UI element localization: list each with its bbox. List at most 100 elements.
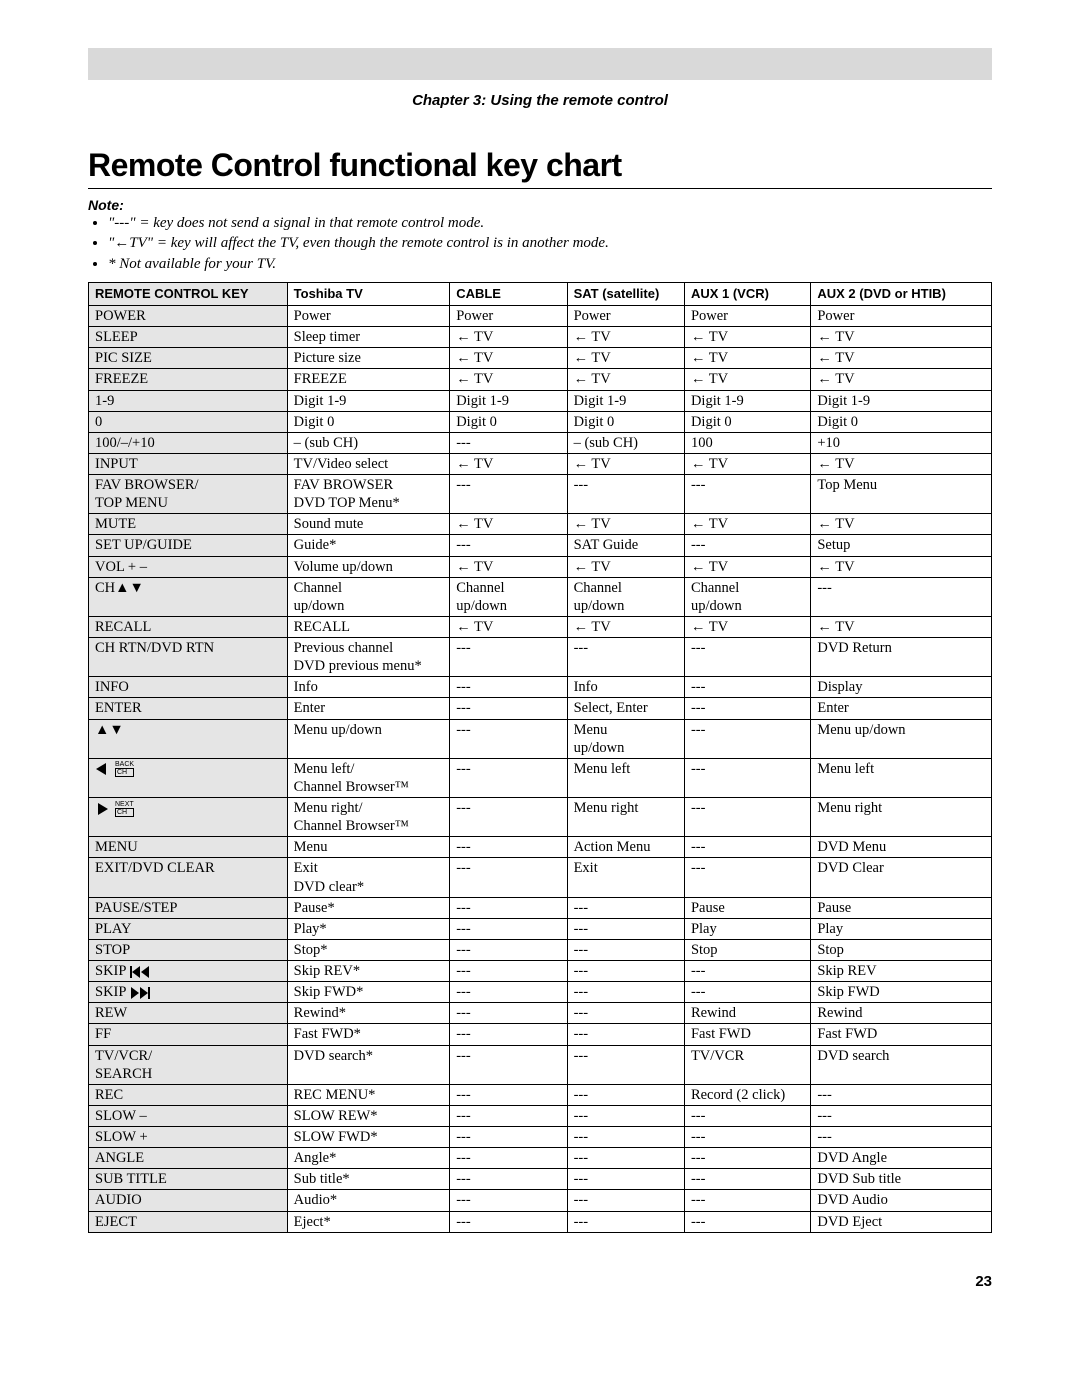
right-next-icon — [95, 802, 109, 816]
table-row: SET UP/GUIDEGuide*---SAT Guide---Setup — [89, 535, 992, 556]
value-cell: Fast FWD* — [287, 1024, 450, 1045]
key-cell: 1-9 — [89, 390, 288, 411]
value-cell: --- — [684, 982, 810, 1003]
value-cell: DVD search — [811, 1045, 992, 1084]
value-cell: ← TV — [567, 369, 684, 390]
value-cell: --- — [567, 1148, 684, 1169]
table-row: STOPStop*------StopStop — [89, 939, 992, 960]
key-cell: MENU — [89, 837, 288, 858]
table-row: PIC SIZEPicture size← TV← TV← TV← TV — [89, 348, 992, 369]
value-cell: ← TV — [811, 327, 992, 348]
value-cell: --- — [684, 758, 810, 797]
value-cell: Power — [567, 306, 684, 327]
value-cell: ← TV — [567, 514, 684, 535]
value-cell: Display — [811, 677, 992, 698]
value-cell: ← TV — [684, 348, 810, 369]
value-cell: --- — [684, 475, 810, 514]
value-cell: Rewind* — [287, 1003, 450, 1024]
value-cell: --- — [684, 961, 810, 982]
value-cell: --- — [450, 1148, 567, 1169]
value-cell: DVD Menu — [811, 837, 992, 858]
value-cell: ← TV — [684, 369, 810, 390]
value-cell: ← TV — [450, 556, 567, 577]
value-cell: --- — [450, 432, 567, 453]
value-cell: TV/VCR — [684, 1045, 810, 1084]
value-cell: Enter — [287, 698, 450, 719]
value-cell: Play* — [287, 918, 450, 939]
table-row: SKIP Skip REV*---------Skip REV — [89, 961, 992, 982]
value-cell: Digit 1-9 — [287, 390, 450, 411]
value-cell: --- — [567, 1211, 684, 1232]
key-cell: ENTER — [89, 698, 288, 719]
value-cell: Channelup/down — [287, 577, 450, 616]
value-cell: +10 — [811, 432, 992, 453]
value-cell: ← TV — [567, 327, 684, 348]
value-cell: --- — [567, 1045, 684, 1084]
value-cell: Menu left/Channel Browser™ — [287, 758, 450, 797]
table-row: SLOW +SLOW FWD*------------ — [89, 1127, 992, 1148]
table-row: ANGLEAngle*---------DVD Angle — [89, 1148, 992, 1169]
value-cell: Menu left — [567, 758, 684, 797]
value-cell: --- — [567, 961, 684, 982]
value-cell: ← TV — [567, 348, 684, 369]
table-body: POWERPowerPowerPowerPowerPowerSLEEPSleep… — [89, 306, 992, 1233]
value-cell: --- — [567, 939, 684, 960]
table-row: ENTEREnter---Select, Enter---Enter — [89, 698, 992, 719]
value-cell: Record (2 click) — [684, 1084, 810, 1105]
table-header-cell: CABLE — [450, 282, 567, 305]
value-cell: ← TV — [567, 616, 684, 637]
value-cell: --- — [450, 475, 567, 514]
page-number: 23 — [88, 1273, 992, 1290]
table-row: 100/–/+10– (sub CH)---– (sub CH)100+10 — [89, 432, 992, 453]
value-cell: Setup — [811, 535, 992, 556]
value-cell: ← TV — [684, 327, 810, 348]
value-cell: --- — [450, 1211, 567, 1232]
value-cell: Digit 0 — [811, 411, 992, 432]
value-cell: Menu right — [567, 798, 684, 837]
value-cell: Menu right — [811, 798, 992, 837]
key-cell: ANGLE — [89, 1148, 288, 1169]
value-cell: Stop* — [287, 939, 450, 960]
value-cell: DVD Return — [811, 638, 992, 677]
value-cell: --- — [450, 719, 567, 758]
value-cell: Info — [287, 677, 450, 698]
value-cell: --- — [567, 1105, 684, 1126]
left-back-icon — [95, 762, 109, 776]
key-cell: EJECT — [89, 1211, 288, 1232]
value-cell: REC MENU* — [287, 1084, 450, 1105]
table-row: FFFast FWD*------Fast FWDFast FWD — [89, 1024, 992, 1045]
value-cell: --- — [684, 1169, 810, 1190]
value-cell: Play — [811, 918, 992, 939]
key-cell: SKIP — [89, 982, 288, 1003]
value-cell: Menu up/down — [811, 719, 992, 758]
value-cell: TV/Video select — [287, 453, 450, 474]
value-cell: --- — [450, 1127, 567, 1148]
value-cell: Audio* — [287, 1190, 450, 1211]
value-cell: --- — [684, 837, 810, 858]
key-cell: SLOW – — [89, 1105, 288, 1126]
key-cell: 100/–/+10 — [89, 432, 288, 453]
value-cell: Channelup/down — [450, 577, 567, 616]
key-cell: FF — [89, 1024, 288, 1045]
value-cell: Fast FWD — [684, 1024, 810, 1045]
table-row: SLEEPSleep timer← TV← TV← TV← TV — [89, 327, 992, 348]
value-cell: --- — [450, 961, 567, 982]
value-cell: Power — [450, 306, 567, 327]
key-cell: POWER — [89, 306, 288, 327]
key-cell: SKIP — [89, 961, 288, 982]
value-cell: --- — [684, 858, 810, 897]
value-cell: Digit 0 — [450, 411, 567, 432]
value-cell: Menu left — [811, 758, 992, 797]
value-cell: ← TV — [567, 453, 684, 474]
value-cell: ← TV — [811, 514, 992, 535]
value-cell: Pause — [684, 897, 810, 918]
value-cell: --- — [450, 897, 567, 918]
value-cell: Pause* — [287, 897, 450, 918]
value-cell: Guide* — [287, 535, 450, 556]
value-cell: Eject* — [287, 1211, 450, 1232]
key-cell: STOP — [89, 939, 288, 960]
table-row: INPUTTV/Video select← TV← TV← TV← TV — [89, 453, 992, 474]
value-cell: ← TV — [450, 514, 567, 535]
key-cell: BACKCH — [89, 758, 288, 797]
value-cell: Digit 0 — [567, 411, 684, 432]
